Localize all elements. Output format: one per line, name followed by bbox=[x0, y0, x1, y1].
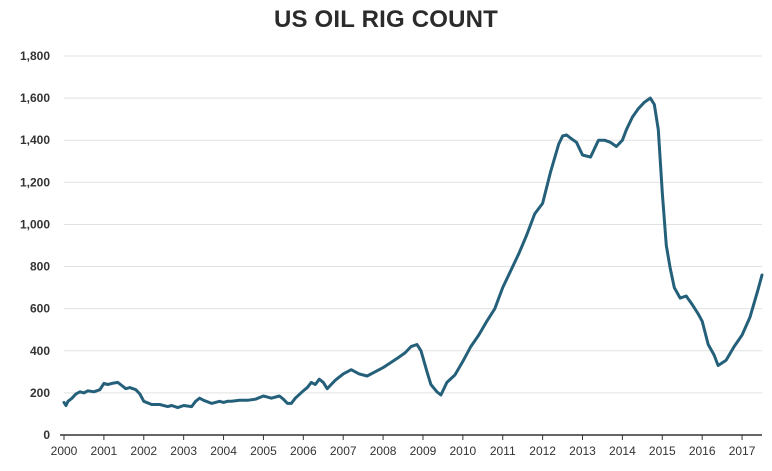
axes bbox=[60, 434, 762, 440]
y-tick-label: 800 bbox=[30, 260, 50, 274]
series-layer bbox=[62, 96, 764, 410]
y-tick-label: 1,200 bbox=[20, 175, 50, 189]
x-tick-label: 2010 bbox=[450, 444, 477, 458]
chart-title: US OIL RIG COUNT bbox=[273, 6, 499, 33]
y-tick-label: 1,000 bbox=[20, 217, 50, 231]
x-tick-label: 2012 bbox=[529, 444, 556, 458]
x-tick-label: 2009 bbox=[410, 444, 437, 458]
x-tick-label: 2006 bbox=[290, 444, 317, 458]
x-tick-label: 2013 bbox=[569, 444, 596, 458]
series-line bbox=[62, 96, 764, 410]
y-tick-label: 1,600 bbox=[20, 91, 50, 105]
tick-labels: 0 200 400 600 800 1,000 1,200 1,400 1,600 1,800 20… bbox=[20, 49, 756, 458]
y-tick-label: 200 bbox=[30, 386, 50, 400]
x-tick-label: 2015 bbox=[649, 444, 676, 458]
y-tick-label: 600 bbox=[30, 302, 50, 316]
grid-lines bbox=[64, 55, 762, 394]
x-tick-label: 2003 bbox=[170, 444, 197, 458]
y-tick-label: 0 bbox=[43, 428, 50, 442]
x-tick-label: 2002 bbox=[130, 444, 157, 458]
x-tick-label: 2001 bbox=[91, 444, 118, 458]
x-tick-label: 2007 bbox=[330, 444, 357, 458]
x-tick-label: 2014 bbox=[609, 444, 636, 458]
y-tick-label: 400 bbox=[30, 344, 50, 358]
x-tick-label: 2000 bbox=[51, 444, 78, 458]
x-tick-label: 2017 bbox=[729, 444, 756, 458]
x-tick-label: 2008 bbox=[370, 444, 397, 458]
y-tick-label: 1,800 bbox=[20, 49, 50, 63]
y-tick-label: 1,400 bbox=[20, 133, 50, 147]
x-tick-label: 2004 bbox=[210, 444, 237, 458]
x-tick-label: 2016 bbox=[689, 444, 716, 458]
x-tick-label: 2011 bbox=[490, 444, 516, 458]
x-tick-label: 2005 bbox=[250, 444, 277, 458]
